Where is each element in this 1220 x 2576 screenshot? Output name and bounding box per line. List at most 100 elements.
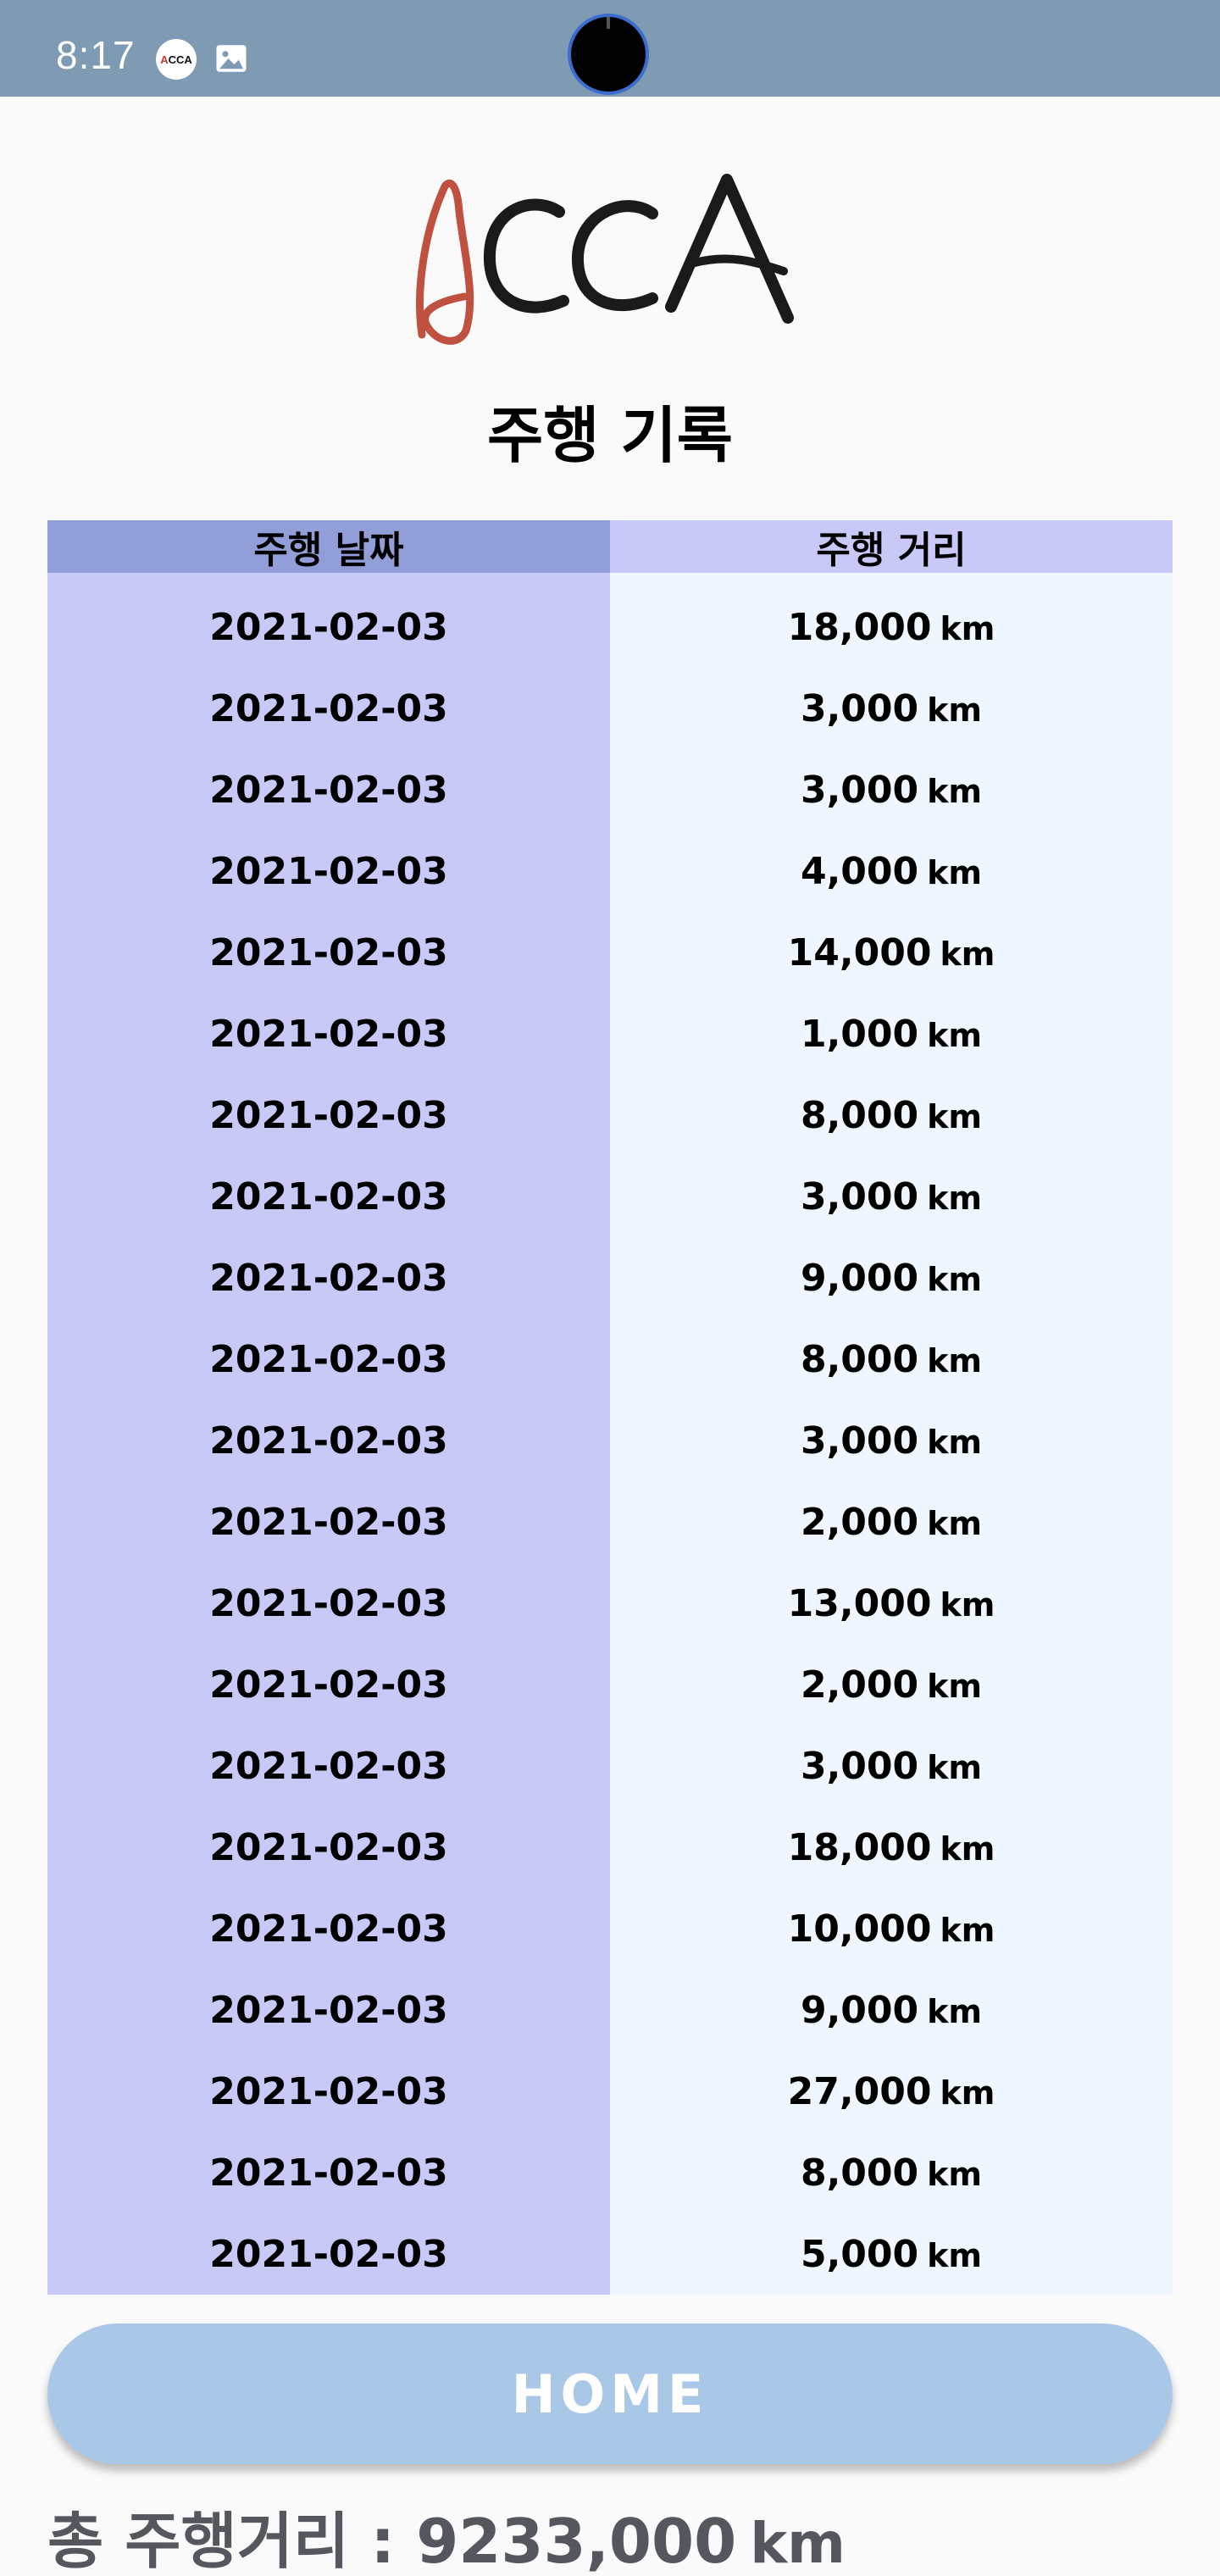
table-row: 2021-02-03 2,000 km xyxy=(47,1644,1173,1725)
row-distance-unit: km xyxy=(927,1748,983,1786)
row-distance-value: 3,000 xyxy=(800,1418,919,1463)
home-button[interactable]: HOME xyxy=(47,2323,1173,2464)
row-distance-value: 8,000 xyxy=(800,1337,919,1381)
row-distance-unit: km xyxy=(940,1829,995,1868)
row-distance-value: 18,000 xyxy=(787,605,932,649)
page-title: 주행 기록 xyxy=(486,400,734,471)
row-distance: 3,000 km xyxy=(610,687,1173,730)
row-distance: 1,000 km xyxy=(610,1013,1173,1056)
table-row: 2021-02-03 3,000 km xyxy=(47,1400,1173,1481)
header-date: 주행 날짜 xyxy=(47,520,610,573)
row-distance-value: 3,000 xyxy=(800,1744,919,1788)
row-distance-unit: km xyxy=(927,1179,983,1217)
table-row: 2021-02-03 27,000 km xyxy=(47,2051,1173,2132)
table-row: 2021-02-03 3,000 km xyxy=(47,749,1173,830)
table-row: 2021-02-03 8,000 km xyxy=(47,2132,1173,2213)
row-date: 2021-02-03 xyxy=(209,1174,448,1219)
image-icon xyxy=(216,45,247,72)
row-distance-value: 8,000 xyxy=(800,2151,919,2195)
row-date: 2021-02-03 xyxy=(209,2232,448,2276)
row-distance-unit: km xyxy=(927,2236,983,2274)
table-row: 2021-02-03 2,000 km xyxy=(47,1481,1173,1563)
row-date: 2021-02-03 xyxy=(209,1093,448,1137)
row-date: 2021-02-03 xyxy=(209,2151,448,2195)
table-row: 2021-02-03 8,000 km xyxy=(47,1074,1173,1156)
row-distance-unit: km xyxy=(927,1992,983,2030)
table-row: 2021-02-03 5,000 km xyxy=(47,2213,1173,2295)
row-distance-value: 8,000 xyxy=(800,1093,919,1137)
row-distance-value: 3,000 xyxy=(800,686,919,730)
row-date: 2021-02-03 xyxy=(209,768,448,812)
row-distance-value: 10,000 xyxy=(787,1907,932,1951)
row-distance-value: 9,000 xyxy=(800,1988,919,2032)
table-row: 2021-02-03 8,000 km xyxy=(47,1319,1173,1400)
row-distance: 8,000 km xyxy=(610,1338,1173,1381)
row-date: 2021-02-03 xyxy=(209,1581,448,1625)
row-date: 2021-02-03 xyxy=(209,1825,448,1869)
table-row: 2021-02-03 10,000 km xyxy=(47,1888,1173,1969)
row-date: 2021-02-03 xyxy=(209,1907,448,1951)
row-date: 2021-02-03 xyxy=(209,1012,448,1056)
table-row: 2021-02-03 9,000 km xyxy=(47,1969,1173,2051)
row-date: 2021-02-03 xyxy=(209,930,448,974)
row-distance-unit: km xyxy=(927,1667,983,1705)
row-distance: 14,000 km xyxy=(610,931,1173,974)
row-distance: 18,000 km xyxy=(610,606,1173,649)
row-distance: 2,000 km xyxy=(610,1501,1173,1544)
row-distance: 8,000 km xyxy=(610,1094,1173,1137)
table-row: 2021-02-03 18,000 km xyxy=(47,1807,1173,1888)
row-distance: 3,000 km xyxy=(610,1745,1173,1788)
table-row: 2021-02-03 3,000 km xyxy=(47,668,1173,749)
table-row: 2021-02-03 3,000 km xyxy=(47,1156,1173,1237)
row-date: 2021-02-03 xyxy=(209,605,448,649)
row-distance: 9,000 km xyxy=(610,1257,1173,1300)
row-distance-value: 3,000 xyxy=(800,768,919,812)
row-distance-unit: km xyxy=(927,1504,983,1542)
row-date: 2021-02-03 xyxy=(209,2069,448,2113)
row-date: 2021-02-03 xyxy=(209,686,448,730)
row-distance-unit: km xyxy=(940,2074,995,2112)
total-distance-value: 총 주행거리 : 9233,000 xyxy=(47,2506,737,2576)
row-distance-unit: km xyxy=(940,1585,995,1624)
row-date: 2021-02-03 xyxy=(209,1256,448,1300)
total-distance: 총 주행거리 : 9233,000 km xyxy=(47,2491,846,2576)
row-distance: 9,000 km xyxy=(610,1989,1173,2032)
row-distance-unit: km xyxy=(927,853,983,891)
row-distance-value: 27,000 xyxy=(787,2069,932,2113)
row-distance: 3,000 km xyxy=(610,769,1173,812)
row-distance-unit: km xyxy=(940,935,995,973)
status-bar: 8:17 A CCA xyxy=(0,0,1220,97)
row-distance-value: 1,000 xyxy=(800,1012,919,1056)
row-distance-value: 2,000 xyxy=(800,1500,919,1544)
row-distance-value: 9,000 xyxy=(800,1256,919,1300)
row-distance-unit: km xyxy=(927,772,983,810)
row-distance-value: 3,000 xyxy=(800,1174,919,1219)
row-distance: 3,000 km xyxy=(610,1419,1173,1463)
row-distance-unit: km xyxy=(927,1016,983,1054)
table-row: 2021-02-03 1,000 km xyxy=(47,993,1173,1074)
row-distance: 13,000 km xyxy=(610,1582,1173,1625)
row-date: 2021-02-03 xyxy=(209,1663,448,1707)
row-distance-unit: km xyxy=(927,691,983,729)
row-distance-unit: km xyxy=(927,1423,983,1461)
row-date: 2021-02-03 xyxy=(209,1337,448,1381)
row-distance-value: 2,000 xyxy=(800,1663,919,1707)
row-distance: 4,000 km xyxy=(610,850,1173,893)
row-distance: 2,000 km xyxy=(610,1663,1173,1707)
row-distance-unit: km xyxy=(927,1341,983,1380)
row-distance-value: 18,000 xyxy=(787,1825,932,1869)
row-distance: 8,000 km xyxy=(610,2151,1173,2195)
distance-column xyxy=(610,520,1173,2295)
table-row: 2021-02-03 4,000 km xyxy=(47,830,1173,912)
table-row: 2021-02-03 14,000 km xyxy=(47,912,1173,993)
table-row: 2021-02-03 13,000 km xyxy=(47,1563,1173,1644)
table-row: 2021-02-03 9,000 km xyxy=(47,1237,1173,1319)
driving-record-table: 주행 날짜 주행 거리 2021-02-03 18,000 km 2021-02-03… xyxy=(47,520,1173,2295)
acca-notification-icon: A CCA xyxy=(156,39,197,80)
row-distance: 18,000 km xyxy=(610,1826,1173,1869)
table-row: 2021-02-03 3,000 km xyxy=(47,1725,1173,1807)
row-distance-value: 5,000 xyxy=(800,2232,919,2276)
acca-logo xyxy=(416,174,794,345)
table-row: 2021-02-03 18,000 km xyxy=(47,586,1173,668)
status-time: 8:17 xyxy=(56,33,136,77)
